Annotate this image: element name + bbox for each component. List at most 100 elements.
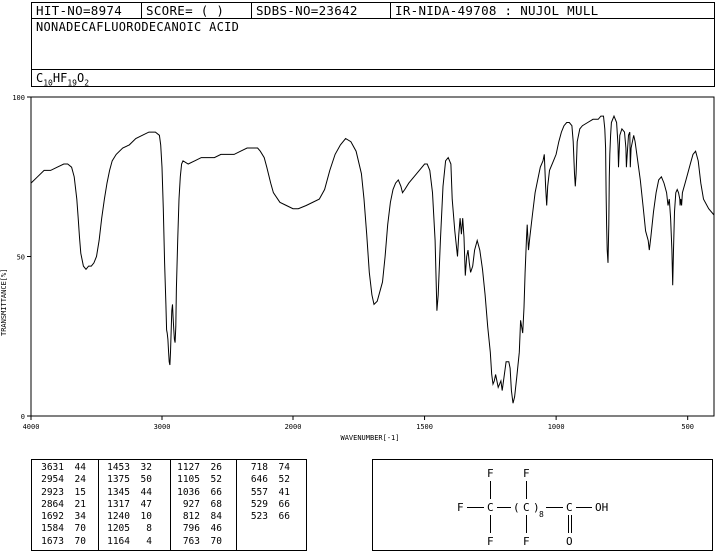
peak-row: 1375 50 [102, 474, 152, 486]
fluorine-atom: F [523, 535, 530, 548]
peak-wavenumber: 1105 [177, 474, 200, 486]
carbon-atom: C [487, 501, 494, 514]
peak-row: 2864 21 [36, 499, 86, 511]
peak-wavenumber: 1673 [41, 535, 64, 547]
peak-transmittance: 66 [210, 486, 222, 498]
paren-open: ( [513, 501, 520, 514]
peak-row: 1673 70 [36, 536, 86, 548]
peak-row: 2954 24 [36, 474, 86, 486]
peak-transmittance: 15 [74, 486, 86, 498]
hit-number: HIT-NO=8974 [31, 2, 142, 19]
x-tick-label: 4000 [23, 423, 40, 431]
peak-row: 1105 52 [172, 474, 222, 486]
fluorine-atom: F [487, 535, 494, 548]
peak-wavenumber: 1240 [107, 511, 130, 523]
carbon-atom: C [566, 501, 573, 514]
peak-wavenumber: 557 [250, 486, 268, 498]
fluorine-atom: F [457, 501, 464, 514]
fluorine-atom: F [487, 467, 494, 480]
oxygen-atom: O [566, 535, 573, 548]
peak-wavenumber: 1453 [107, 462, 130, 473]
peak-transmittance: 32 [140, 462, 152, 473]
hydroxyl-group: OH [595, 501, 609, 514]
peak-row: 523 66 [240, 511, 290, 523]
x-tick-label: 1000 [548, 423, 565, 431]
peak-wavenumber: 2954 [41, 474, 64, 486]
peak-wavenumber: 1036 [177, 486, 200, 498]
peak-transmittance: 84 [210, 511, 222, 523]
peak-wavenumber: 1692 [41, 511, 64, 523]
paren-close: ) [533, 501, 540, 514]
peak-row: 1127 26 [172, 462, 222, 474]
peak-transmittance: 21 [74, 498, 86, 510]
ir-spectrum-chart: 0 50 100 4000 3000 2000 1500 1000 500 TRANSMITT… [0, 94, 715, 442]
peak-transmittance: 8 [146, 523, 152, 535]
spectrum-line [30, 114, 715, 404]
x-tick-label: 500 [681, 423, 694, 431]
y-tick-label: 100 [12, 94, 25, 102]
peak-wavenumber: 718 [250, 462, 268, 473]
sdbs-number: SDBS-NO=23642 [251, 2, 391, 19]
peak-wavenumber: 1164 [107, 535, 130, 547]
peak-row: 796 46 [172, 523, 222, 535]
peak-row: 1317 47 [102, 499, 152, 511]
peak-row: 763 70 [172, 536, 222, 548]
peak-row: 927 68 [172, 499, 222, 511]
peak-transmittance: 74 [278, 462, 290, 473]
peak-row: 557 41 [240, 487, 290, 499]
peak-transmittance: 52 [278, 474, 290, 486]
peak-transmittance: 26 [210, 462, 222, 473]
peak-transmittance: 24 [74, 474, 86, 486]
peak-transmittance: 50 [140, 474, 152, 486]
peak-wavenumber: 2923 [41, 486, 64, 498]
peak-transmittance: 44 [140, 486, 152, 498]
peak-row: 812 84 [172, 511, 222, 523]
peak-transmittance: 68 [210, 498, 222, 510]
peak-wavenumber: 3631 [41, 462, 64, 473]
y-tick-label: 50 [17, 254, 25, 262]
plot-frame [30, 96, 715, 417]
compound-name: NONADECAFLUORODECANOIC ACID [31, 19, 715, 70]
peak-row: 718 74 [240, 462, 290, 474]
peak-transmittance: 70 [74, 523, 86, 535]
peak-wavenumber: 1375 [107, 474, 130, 486]
peak-transmittance: 34 [74, 511, 86, 523]
molecular-formula: C10HF19O2 [31, 69, 715, 87]
peak-wavenumber: 529 [250, 498, 268, 510]
peak-transmittance: 47 [140, 498, 152, 510]
peak-transmittance: 52 [210, 474, 222, 486]
peak-row: 3631 44 [36, 462, 86, 474]
peak-row: 1036 66 [172, 487, 222, 499]
peak-wavenumber: 1127 [177, 462, 200, 473]
peak-row: 2923 15 [36, 487, 86, 499]
peak-row: 1205 8 [102, 523, 152, 535]
score-field: SCORE= ( ) [141, 2, 252, 19]
peak-wavenumber: 763 [182, 535, 200, 547]
x-tick-label: 2000 [285, 423, 302, 431]
peak-wavenumber: 1345 [107, 486, 130, 498]
peak-transmittance: 10 [140, 511, 152, 523]
peak-row: 1584 70 [36, 523, 86, 535]
peak-column: 1453 32 1375 50 1345 44 1317 47 1240 10 1205 8 1164 4 [102, 462, 152, 550]
peak-wavenumber: 927 [182, 498, 200, 510]
peak-transmittance: 66 [278, 498, 290, 510]
peak-transmittance: 46 [210, 523, 222, 535]
peak-wavenumber: 812 [182, 511, 200, 523]
x-tick-label: 3000 [154, 423, 171, 431]
peak-row: 1692 34 [36, 511, 86, 523]
peak-transmittance: 70 [210, 535, 222, 547]
peak-row: 646 52 [240, 474, 290, 486]
peak-row: 1164 4 [102, 536, 152, 548]
peak-wavenumber: 2864 [41, 498, 64, 510]
y-tick-label: 0 [21, 413, 25, 421]
peak-column: 1127 26 1105 52 1036 66 927 68 812 84 796 46 763 70 [172, 462, 222, 550]
ir-info: IR-NIDA-49708 : NUJOL MULL [390, 2, 715, 19]
x-axis-label: WAVENUMBER[-1] [340, 434, 399, 442]
peak-wavenumber: 646 [250, 474, 268, 486]
peak-transmittance: 66 [278, 511, 290, 523]
repeat-subscript: 8 [539, 510, 544, 519]
fluorine-atom: F [523, 467, 530, 480]
peak-wavenumber: 796 [182, 523, 200, 535]
peak-wavenumber: 523 [250, 511, 268, 523]
peak-transmittance: 70 [74, 535, 86, 547]
